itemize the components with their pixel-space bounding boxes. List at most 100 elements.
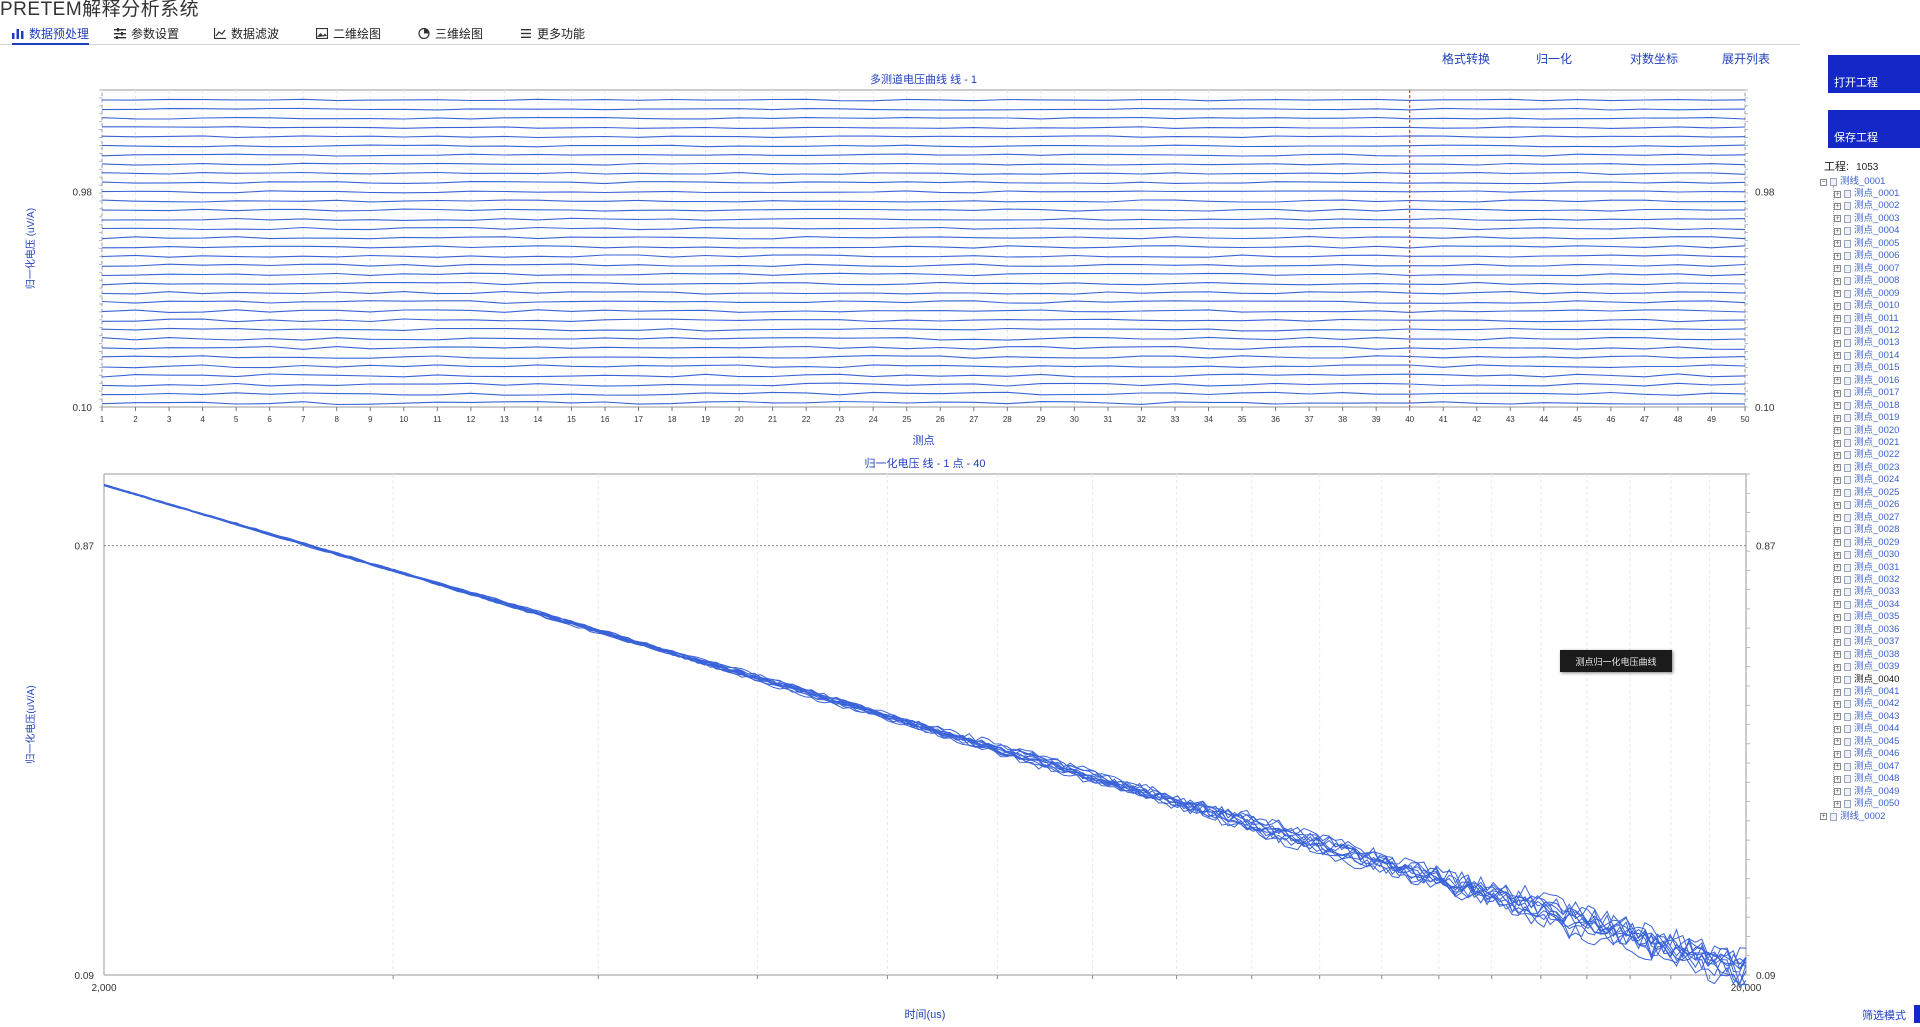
- tree-toggle-icon[interactable]: +: [1834, 327, 1841, 335]
- tree-point-node[interactable]: + 测点_0007: [1834, 263, 1899, 275]
- tree-point-node[interactable]: + 测点_0031: [1834, 562, 1899, 574]
- tree-toggle-icon[interactable]: +: [1834, 414, 1841, 422]
- tree-toggle-icon[interactable]: +: [1834, 601, 1841, 609]
- tree-toggle-icon[interactable]: +: [1834, 252, 1841, 260]
- menu-item-filter[interactable]: 数据滤波: [214, 25, 279, 41]
- tree-point-node[interactable]: + 测点_0043: [1834, 711, 1899, 723]
- tree-toggle-icon[interactable]: +: [1834, 215, 1841, 223]
- tree-toggle-icon[interactable]: +: [1834, 514, 1841, 522]
- tree-point-node[interactable]: + 测点_0013: [1834, 337, 1899, 349]
- tree-point-node[interactable]: + 测点_0045: [1834, 736, 1899, 748]
- tree-toggle-icon[interactable]: +: [1834, 402, 1841, 410]
- filter-mode-button[interactable]: 筛选模式: [1862, 1010, 1906, 1022]
- tree-point-node[interactable]: + 测点_0022: [1834, 449, 1899, 461]
- menu-item-2d-plot[interactable]: 二维绘图: [316, 25, 381, 41]
- menu-item-3d-plot[interactable]: 三维绘图: [418, 25, 483, 41]
- tree-point-node[interactable]: + 测点_0026: [1834, 499, 1899, 511]
- tree-toggle-icon[interactable]: +: [1834, 775, 1841, 783]
- log-coord-button[interactable]: 对数坐标: [1630, 52, 1679, 66]
- tree-toggle-icon[interactable]: +: [1834, 277, 1841, 285]
- tree-toggle-icon[interactable]: +: [1834, 576, 1841, 584]
- tree-toggle-icon[interactable]: +: [1834, 626, 1841, 634]
- tree-toggle-icon[interactable]: +: [1834, 663, 1841, 671]
- tree-point-node[interactable]: + 测点_0004: [1834, 225, 1899, 237]
- tree-toggle-icon[interactable]: +: [1834, 489, 1841, 497]
- tree-toggle-icon[interactable]: +: [1834, 315, 1841, 322]
- tree-point-node[interactable]: + 测点_0048: [1834, 773, 1899, 785]
- tree-point-node[interactable]: + 测点_0050: [1834, 798, 1899, 810]
- tree-toggle-icon[interactable]: +: [1834, 564, 1841, 571]
- tree-point-node[interactable]: + 测点_0046: [1834, 748, 1899, 760]
- tree-toggle-icon[interactable]: −: [1820, 178, 1827, 186]
- tree-point-node[interactable]: + 测点_0002: [1834, 200, 1899, 212]
- tree-point-node[interactable]: + 测点_0037: [1834, 636, 1899, 648]
- tree-point-node[interactable]: + 测点_0040: [1834, 674, 1899, 686]
- tree-point-node[interactable]: + 测点_0034: [1834, 599, 1899, 611]
- tree-point-node[interactable]: + 测点_0024: [1834, 474, 1899, 486]
- tree-toggle-icon[interactable]: +: [1834, 551, 1841, 559]
- tree-toggle-icon[interactable]: +: [1834, 725, 1841, 733]
- tree-toggle-icon[interactable]: +: [1834, 501, 1841, 509]
- normalize-button[interactable]: 归一化: [1536, 52, 1573, 66]
- tree-toggle-icon[interactable]: +: [1834, 427, 1841, 435]
- tree-point-node[interactable]: + 测点_0029: [1834, 537, 1899, 549]
- tree-toggle-icon[interactable]: +: [1834, 788, 1841, 796]
- tree-toggle-icon[interactable]: +: [1834, 464, 1841, 472]
- tree-point-node[interactable]: + 测点_0042: [1834, 698, 1899, 710]
- tree-toggle-icon[interactable]: +: [1834, 227, 1841, 235]
- tree-toggle-icon[interactable]: +: [1834, 800, 1841, 808]
- tree-point-node[interactable]: + 测点_0009: [1834, 288, 1899, 300]
- tree-point-node[interactable]: + 测点_0016: [1834, 375, 1899, 387]
- tree-point-node[interactable]: + 测点_0025: [1834, 487, 1899, 499]
- save-project-button[interactable]: 保存工程: [1828, 110, 1920, 148]
- tree-toggle-icon[interactable]: +: [1834, 364, 1841, 372]
- tree-point-node[interactable]: + 测点_0039: [1834, 661, 1899, 673]
- tree-toggle-icon[interactable]: +: [1834, 202, 1841, 210]
- tree-toggle-icon[interactable]: +: [1834, 588, 1841, 596]
- tree-toggle-icon[interactable]: +: [1834, 377, 1841, 385]
- tree-point-node[interactable]: + 测点_0020: [1834, 425, 1899, 437]
- tree-point-node[interactable]: + 测点_0021: [1834, 437, 1899, 449]
- tree-toggle-icon[interactable]: +: [1834, 389, 1841, 397]
- tree-point-node[interactable]: + 测点_0005: [1834, 238, 1899, 250]
- normalized-voltage-decay-chart[interactable]: 归一化电压 线 - 1 点 - 40 2,000 20,000 0.87 0.87 0.0…: [0, 452, 1800, 1024]
- tree-toggle-icon[interactable]: +: [1834, 476, 1841, 484]
- tree-point-node[interactable]: + 测点_0023: [1834, 462, 1899, 474]
- tree-point-node[interactable]: + 测点_0032: [1834, 574, 1899, 586]
- tree-point-node[interactable]: + 测点_0011: [1834, 313, 1899, 325]
- tree-point-node[interactable]: + 测点_0028: [1834, 524, 1899, 536]
- tree-point-node[interactable]: + 测点_0019: [1834, 412, 1899, 424]
- tree-point-node[interactable]: + 测点_0049: [1834, 786, 1899, 798]
- menu-item-params[interactable]: 参数设置: [114, 25, 179, 41]
- tree-toggle-icon[interactable]: +: [1834, 763, 1841, 771]
- tree-point-node[interactable]: + 测点_0015: [1834, 362, 1899, 374]
- menu-item-preprocess[interactable]: 数据预处理: [12, 25, 90, 45]
- tree-toggle-icon[interactable]: +: [1834, 265, 1841, 273]
- scrollbar-thumb[interactable]: [1914, 1005, 1920, 1023]
- tree-toggle-icon[interactable]: +: [1834, 738, 1841, 746]
- tree-point-node[interactable]: + 测点_0035: [1834, 611, 1899, 623]
- tree-line-node[interactable]: + 测线_0002: [1820, 811, 1885, 823]
- tree-toggle-icon[interactable]: +: [1834, 700, 1841, 708]
- tree-toggle-icon[interactable]: +: [1834, 190, 1841, 198]
- tree-toggle-icon[interactable]: +: [1834, 451, 1841, 459]
- tree-point-node[interactable]: + 测点_0041: [1834, 686, 1899, 698]
- tree-toggle-icon[interactable]: +: [1834, 651, 1841, 659]
- tree-toggle-icon[interactable]: +: [1820, 813, 1827, 820]
- expand-list-button[interactable]: 展开列表: [1722, 52, 1771, 66]
- tree-toggle-icon[interactable]: +: [1834, 638, 1841, 646]
- tree-point-node[interactable]: + 测点_0008: [1834, 275, 1899, 287]
- tree-toggle-icon[interactable]: +: [1834, 688, 1841, 696]
- tree-toggle-icon[interactable]: +: [1834, 290, 1841, 298]
- menu-item-more[interactable]: 更多功能: [520, 25, 585, 41]
- tree-toggle-icon[interactable]: +: [1834, 302, 1841, 310]
- tree-toggle-icon[interactable]: +: [1834, 339, 1841, 347]
- tree-point-node[interactable]: + 测点_0036: [1834, 624, 1899, 636]
- tree-toggle-icon[interactable]: +: [1834, 526, 1841, 534]
- tree-point-node[interactable]: + 测点_0003: [1834, 213, 1899, 225]
- multi-channel-voltage-chart[interactable]: 多测道电压曲线 线 - 11 2 3 4 5 6 7 8 9 10 11 12 13 14 15 16 17 18…: [0, 70, 1800, 450]
- format-convert-button[interactable]: 格式转换: [1442, 52, 1491, 66]
- tree-point-node[interactable]: + 测点_0012: [1834, 325, 1899, 337]
- tree-point-node[interactable]: + 测点_0027: [1834, 512, 1899, 524]
- tree-point-node[interactable]: + 测点_0010: [1834, 300, 1899, 312]
